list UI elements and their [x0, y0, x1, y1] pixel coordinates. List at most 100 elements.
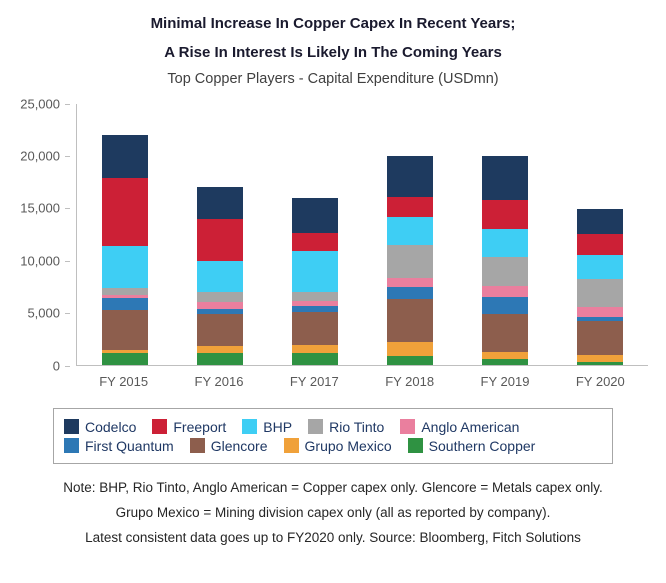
y-tick-mark [65, 103, 70, 105]
bar-segment [291, 233, 338, 251]
bar-slot [77, 104, 172, 365]
legend-label: BHP [263, 418, 293, 435]
bar-segment [577, 355, 624, 362]
bar-segment [101, 288, 148, 295]
bar-segment [101, 294, 148, 298]
bar-segment [291, 291, 338, 301]
bar-segment [482, 199, 529, 229]
y-tick-label: 10,000 [20, 253, 60, 269]
bar-segment [101, 297, 148, 311]
bar-segment [387, 278, 434, 288]
bar-segment [387, 155, 434, 197]
chart-subtitle: Top Copper Players - Capital Expenditure… [167, 71, 499, 87]
bar-segment [101, 310, 148, 351]
stacked-bar [291, 104, 338, 365]
legend-label: Southern Copper [428, 437, 536, 454]
bar-segment [387, 341, 434, 357]
legend-item: Southern Copper [407, 437, 536, 454]
bar-segment [101, 352, 148, 365]
bar-segment [577, 320, 624, 356]
bar-segment [577, 316, 624, 321]
y-tick-mark [65, 260, 70, 262]
legend-label: First Quantum [85, 437, 174, 454]
bar-segment [577, 234, 624, 256]
x-tick-label: FY 2016 [194, 373, 244, 389]
bar-slot [172, 104, 267, 365]
y-tick-mark [65, 313, 70, 315]
legend-label: Anglo American [421, 418, 520, 435]
bar-segment [387, 217, 434, 245]
legend-item: Freeport [152, 419, 226, 435]
bar-segment [577, 255, 624, 280]
note-line-1: Note: BHP, Rio Tinto, Anglo American = C… [63, 479, 603, 495]
legend-item: Anglo American [400, 419, 519, 435]
legend-item: Grupo Mexico [283, 437, 392, 454]
x-axis: FY 2015 FY 2016 FY 2017 FY 2018 FY 2019 FY 20… [76, 370, 648, 389]
bar-segment [291, 250, 338, 292]
legend-swatch-icon [152, 419, 168, 435]
y-tick-label: 20,000 [20, 148, 60, 164]
stacked-bar [196, 104, 243, 365]
y-tick-mark [65, 365, 70, 367]
bar-segment [101, 177, 148, 246]
stacked-bar [482, 104, 529, 365]
x-tick-label: FY 2019 [480, 373, 530, 389]
bar-segment [291, 301, 338, 307]
legend-swatch-icon [64, 438, 79, 454]
legend-item: Codelco [64, 419, 136, 435]
bar-segment [196, 353, 243, 365]
x-tick-label: FY 2018 [385, 373, 435, 389]
bar-slot [363, 104, 458, 365]
bar-segment [482, 352, 529, 360]
legend-item: Glencore [189, 437, 268, 454]
bar-slot [458, 104, 553, 365]
bar-segment [196, 218, 243, 262]
bar-segment [482, 359, 529, 365]
x-tick-label: FY 2020 [575, 373, 625, 389]
bar-segment [482, 286, 529, 297]
chart-title-line2: A Rise In Interest Is Likely In The Comi… [164, 43, 502, 61]
bar-segment [196, 261, 243, 292]
bar-segment [291, 312, 338, 345]
bar-segment [196, 302, 243, 310]
bar-segment [482, 313, 529, 353]
note-line-2: Grupo Mexico = Mining division capex onl… [115, 504, 551, 520]
bar-segment [387, 244, 434, 279]
legend-row: First Quantum Glencore Grupo Mexico Souther… [64, 438, 602, 454]
legend-swatch-icon [283, 438, 299, 454]
legend-label: Grupo Mexico [304, 437, 392, 454]
y-tick-label: 0 [52, 358, 60, 374]
bar-segment [482, 296, 529, 314]
bar-segment [482, 228, 529, 258]
bar-segment [577, 361, 624, 365]
x-tick-label: FY 2017 [289, 373, 339, 389]
y-tick-mark [65, 156, 70, 158]
chart-title-line1: Minimal Increase In Copper Capex In Rece… [150, 15, 516, 32]
stacked-bar [101, 104, 148, 365]
legend-swatch-icon [242, 419, 258, 435]
legend-swatch-icon [400, 419, 416, 435]
legend: Codelco Freeport BHP Rio Tinto Anglo America… [53, 407, 613, 464]
bar-segment [196, 291, 243, 303]
legend-item: First Quantum [64, 438, 174, 454]
bar-segment [482, 257, 529, 287]
legend-label: Glencore [210, 437, 268, 454]
bar-segment [291, 306, 338, 313]
bar-slot [553, 104, 648, 365]
bar-segment [101, 245, 148, 289]
bar-segment [291, 353, 338, 365]
bar-segment [196, 313, 243, 346]
legend-label: Codelco [85, 418, 137, 435]
x-tick-label: FY 2015 [99, 373, 149, 389]
y-tick-mark [65, 208, 70, 210]
legend-swatch-icon [407, 438, 423, 454]
chart-area: 0 5,000 10,000 15,000 20,000 25,000 FY 2015 FY… [0, 96, 666, 398]
bar-segment [387, 196, 434, 218]
bar-segment [387, 298, 434, 342]
legend-row: Codelco Freeport BHP Rio Tinto Anglo America… [64, 419, 602, 435]
bar-segment [387, 287, 434, 299]
legend-swatch-icon [64, 419, 79, 435]
bar-segment [291, 344, 338, 354]
stacked-bar [577, 104, 624, 365]
